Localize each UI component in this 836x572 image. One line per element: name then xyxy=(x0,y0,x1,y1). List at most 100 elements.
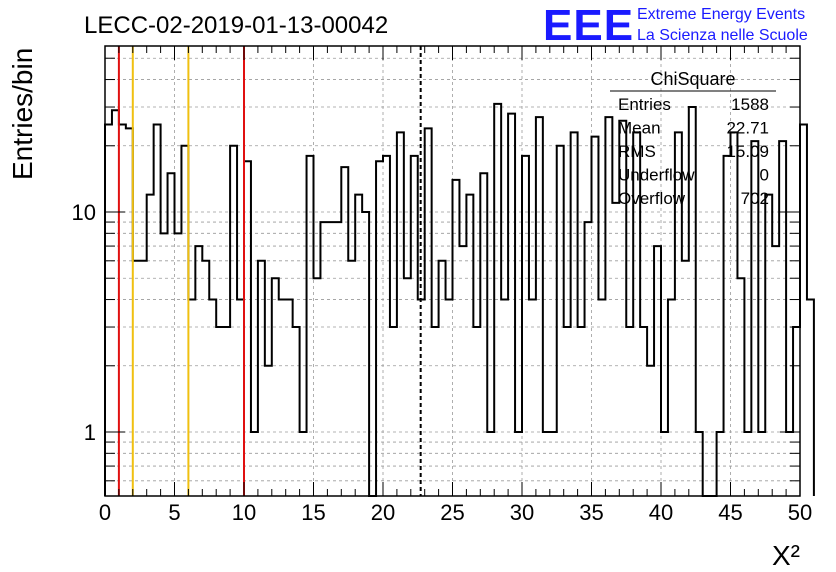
histogram-bin xyxy=(439,261,446,496)
histogram-bin xyxy=(536,117,543,496)
histogram-bin xyxy=(272,278,279,496)
logo-line-1: Extreme Energy Events xyxy=(637,6,805,23)
histogram-bin xyxy=(300,432,307,496)
histogram-bin xyxy=(348,261,355,496)
stats-box: ChiSquare Entries 1588 Mean 22.71 RMS 15.09 Un… xyxy=(610,69,776,208)
histogram-bin xyxy=(529,300,536,496)
histogram-bin xyxy=(209,300,216,496)
histogram-bin xyxy=(202,261,209,496)
stats-label: RMS xyxy=(618,142,656,161)
histogram-bin xyxy=(376,161,383,496)
histogram-bin xyxy=(758,432,765,496)
histogram-bin xyxy=(557,146,564,496)
histogram-bin xyxy=(251,432,258,496)
x-tick-label: 30 xyxy=(510,500,534,525)
stats-value: 22.71 xyxy=(726,119,769,138)
histogram-bin xyxy=(383,156,390,496)
histogram-bin xyxy=(522,156,529,496)
histogram-bin xyxy=(362,212,369,496)
histogram-bin xyxy=(612,203,619,496)
x-tick-label: 10 xyxy=(232,500,256,525)
logo-mark: EEE xyxy=(543,1,634,50)
x-tick-label: 15 xyxy=(301,500,325,525)
histogram-bin xyxy=(682,261,689,496)
histogram-bin xyxy=(779,141,786,496)
histogram-bin xyxy=(341,167,348,496)
histogram-bin xyxy=(696,432,703,496)
histogram-bin xyxy=(731,132,738,496)
histogram-bin xyxy=(154,124,161,496)
marker-lines xyxy=(117,46,422,496)
x-tick-label: 35 xyxy=(579,500,603,525)
histogram-bin xyxy=(724,156,731,496)
y-tick-label: 10 xyxy=(72,200,96,225)
histogram-bin xyxy=(105,124,112,496)
stats-label: Entries xyxy=(618,95,671,114)
histogram-bin xyxy=(501,300,508,496)
histogram-bin xyxy=(320,222,327,496)
axis-ticks xyxy=(104,46,801,496)
histogram-bin xyxy=(487,432,494,496)
histogram-bin xyxy=(592,137,599,496)
histogram-bin xyxy=(543,432,550,496)
x-tick-labels: 0 5 10 15 20 25 30 35 40 45 50 xyxy=(99,500,812,525)
histogram-bin xyxy=(390,327,397,496)
histogram-bin xyxy=(466,195,473,496)
histogram-bin xyxy=(411,156,418,496)
histogram-bin xyxy=(807,300,814,496)
histogram-bin xyxy=(126,128,133,496)
histogram-bin xyxy=(168,173,175,496)
histogram-bin xyxy=(765,195,772,496)
histogram-bin xyxy=(508,114,515,496)
histogram-bin xyxy=(230,146,237,496)
stats-rows: Entries 1588 Mean 22.71 RMS 15.09 Underflow 0 Ov… xyxy=(618,95,769,208)
logo-line-2: La Scienza nelle Scuole xyxy=(637,27,808,44)
x-tick-label: 0 xyxy=(99,500,111,525)
y-axis-title: Entries/bin xyxy=(7,48,38,180)
histogram-bin xyxy=(668,300,675,496)
histogram-bin xyxy=(216,327,223,496)
histogram-bin xyxy=(453,180,460,496)
histogram-bin xyxy=(585,222,592,496)
histogram-bin xyxy=(258,261,265,496)
stats-value: 1588 xyxy=(731,95,769,114)
histogram-bin xyxy=(188,300,195,496)
histogram-bin xyxy=(800,124,807,496)
x-tick-label: 20 xyxy=(371,500,395,525)
histogram-bin xyxy=(494,104,501,496)
histogram-bin xyxy=(605,117,612,496)
histogram-bin xyxy=(293,327,300,496)
histogram-bin xyxy=(314,278,321,496)
histogram-bin xyxy=(737,278,744,496)
histogram-bin xyxy=(161,233,168,496)
histogram-bin xyxy=(286,300,293,496)
histogram-bin xyxy=(675,132,682,496)
histogram-bin xyxy=(397,132,404,496)
histogram-bin xyxy=(327,222,334,496)
histogram-bin xyxy=(119,124,126,496)
histogram-bin xyxy=(626,327,633,496)
histogram-bin xyxy=(446,300,453,496)
histogram-bin xyxy=(404,278,411,496)
y-tick-labels: 1 10 xyxy=(72,200,96,445)
histogram-bin xyxy=(133,261,140,496)
histogram-bin xyxy=(175,233,182,496)
histogram-bin xyxy=(425,128,432,496)
histogram-bin xyxy=(480,173,487,496)
histogram-bin xyxy=(223,327,230,496)
stats-value: 702 xyxy=(741,189,769,208)
histogram-bin xyxy=(654,246,661,496)
histogram-bin xyxy=(640,327,647,496)
histogram-bin xyxy=(307,156,314,496)
y-tick-label: 1 xyxy=(84,420,96,445)
histogram-bin xyxy=(459,246,466,496)
stats-label: Underflow xyxy=(618,166,695,185)
x-axis-title: X² xyxy=(772,540,800,571)
x-tick-label: 40 xyxy=(649,500,673,525)
histogram-bin xyxy=(647,366,654,496)
histogram-bin xyxy=(633,132,640,496)
histogram-bin xyxy=(265,366,272,496)
histogram-bars xyxy=(104,102,815,497)
histogram-bin xyxy=(279,300,286,496)
